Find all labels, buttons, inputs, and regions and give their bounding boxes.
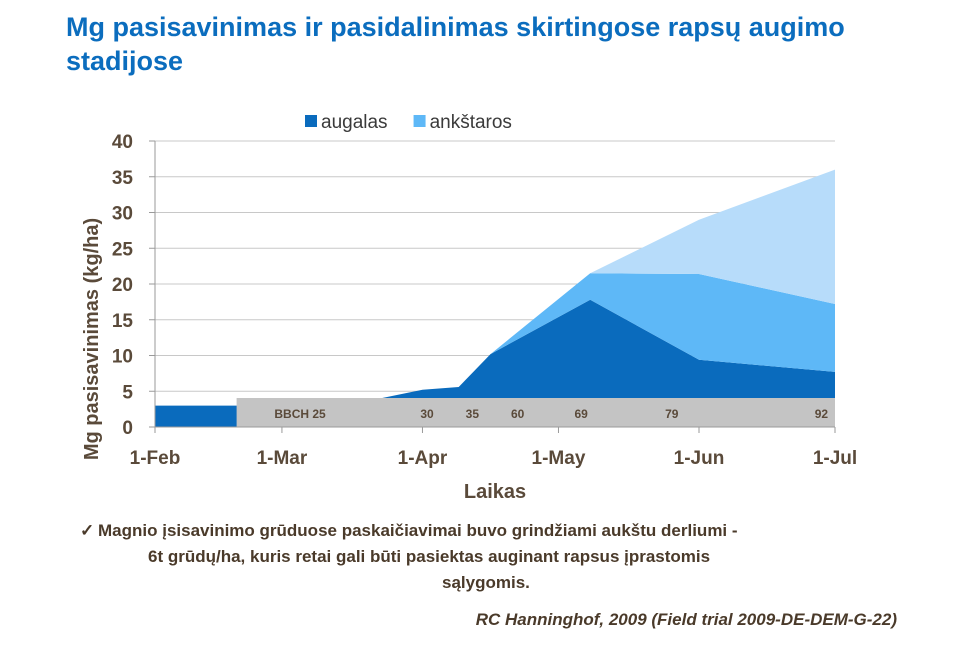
- x-tick-label: 1-Jul: [813, 448, 857, 469]
- footnote-line-1: ✓ Magnio įsisavinimo grūduose paskaičiavi…: [80, 518, 910, 544]
- y-tick-labels: 0 5 10 15 20 25 30 35 40: [112, 132, 134, 439]
- y-tick-label: 5: [122, 382, 133, 403]
- growth-stage-label: 79: [665, 407, 679, 421]
- x-tick-labels: 1-Feb 1-Mar 1-Apr 1-May 1-Jun 1-Jul: [130, 448, 858, 469]
- y-tick-label: 25: [112, 239, 134, 260]
- y-tick-label: 30: [112, 204, 133, 225]
- y-tick-label: 20: [112, 275, 133, 296]
- area-series: [155, 169, 835, 427]
- x-tick-label: 1-Mar: [257, 448, 308, 469]
- legend: augalas ankštaros: [305, 112, 512, 133]
- x-axis-title: Laikas: [464, 481, 526, 503]
- growth-stage-label: BBCH 25: [274, 407, 326, 421]
- y-tick-label: 0: [122, 418, 133, 439]
- x-tick-label: 1-Feb: [130, 448, 181, 469]
- checkmark-icon: ✓: [80, 521, 95, 540]
- legend-label: augalas: [321, 112, 388, 133]
- legend-label: ankštaros: [430, 112, 512, 133]
- growth-stage-bar: [236, 398, 836, 427]
- growth-stage-label: 69: [574, 407, 588, 421]
- y-tick-label: 40: [112, 132, 133, 153]
- footnote-line-3: sąlygomis.: [442, 573, 530, 592]
- source-citation: RC Hanninghof, 2009 (Field trial 2009-DE…: [475, 610, 897, 629]
- growth-stage-label: 92: [815, 407, 829, 421]
- y-tick-label: 35: [112, 168, 134, 189]
- footnote: ✓ Magnio įsisavinimo grūduose paskaičiavi…: [80, 518, 910, 596]
- growth-stage-label: 35: [466, 407, 480, 421]
- legend-swatch: [413, 115, 426, 127]
- x-tick-label: 1-May: [532, 448, 586, 469]
- slide-title: Mg pasisavinimas ir pasidalinimas skirti…: [66, 12, 845, 76]
- growth-stage-band: BBCH 25 30 35 60 69 79 92: [236, 398, 836, 427]
- growth-stage-label: 30: [420, 407, 434, 421]
- legend-swatch: [305, 115, 317, 127]
- area-ankštaros: [155, 273, 835, 406]
- growth-stage-label: 60: [511, 407, 525, 421]
- y-tick-label: 15: [112, 311, 134, 332]
- footnote-line-2: 6t grūdų/ha, kuris retai gali būti pasie…: [148, 547, 711, 566]
- x-tick-label: 1-Apr: [398, 448, 448, 469]
- x-tick-label: 1-Jun: [674, 448, 725, 469]
- footnote-text-1: Magnio įsisavinimo grūduose paskaičiavim…: [98, 521, 738, 540]
- area-augalas: [155, 299, 835, 427]
- y-axis-title: Mg pasisavinimas (kg/ha): [81, 218, 103, 460]
- y-tick-label: 10: [112, 347, 133, 368]
